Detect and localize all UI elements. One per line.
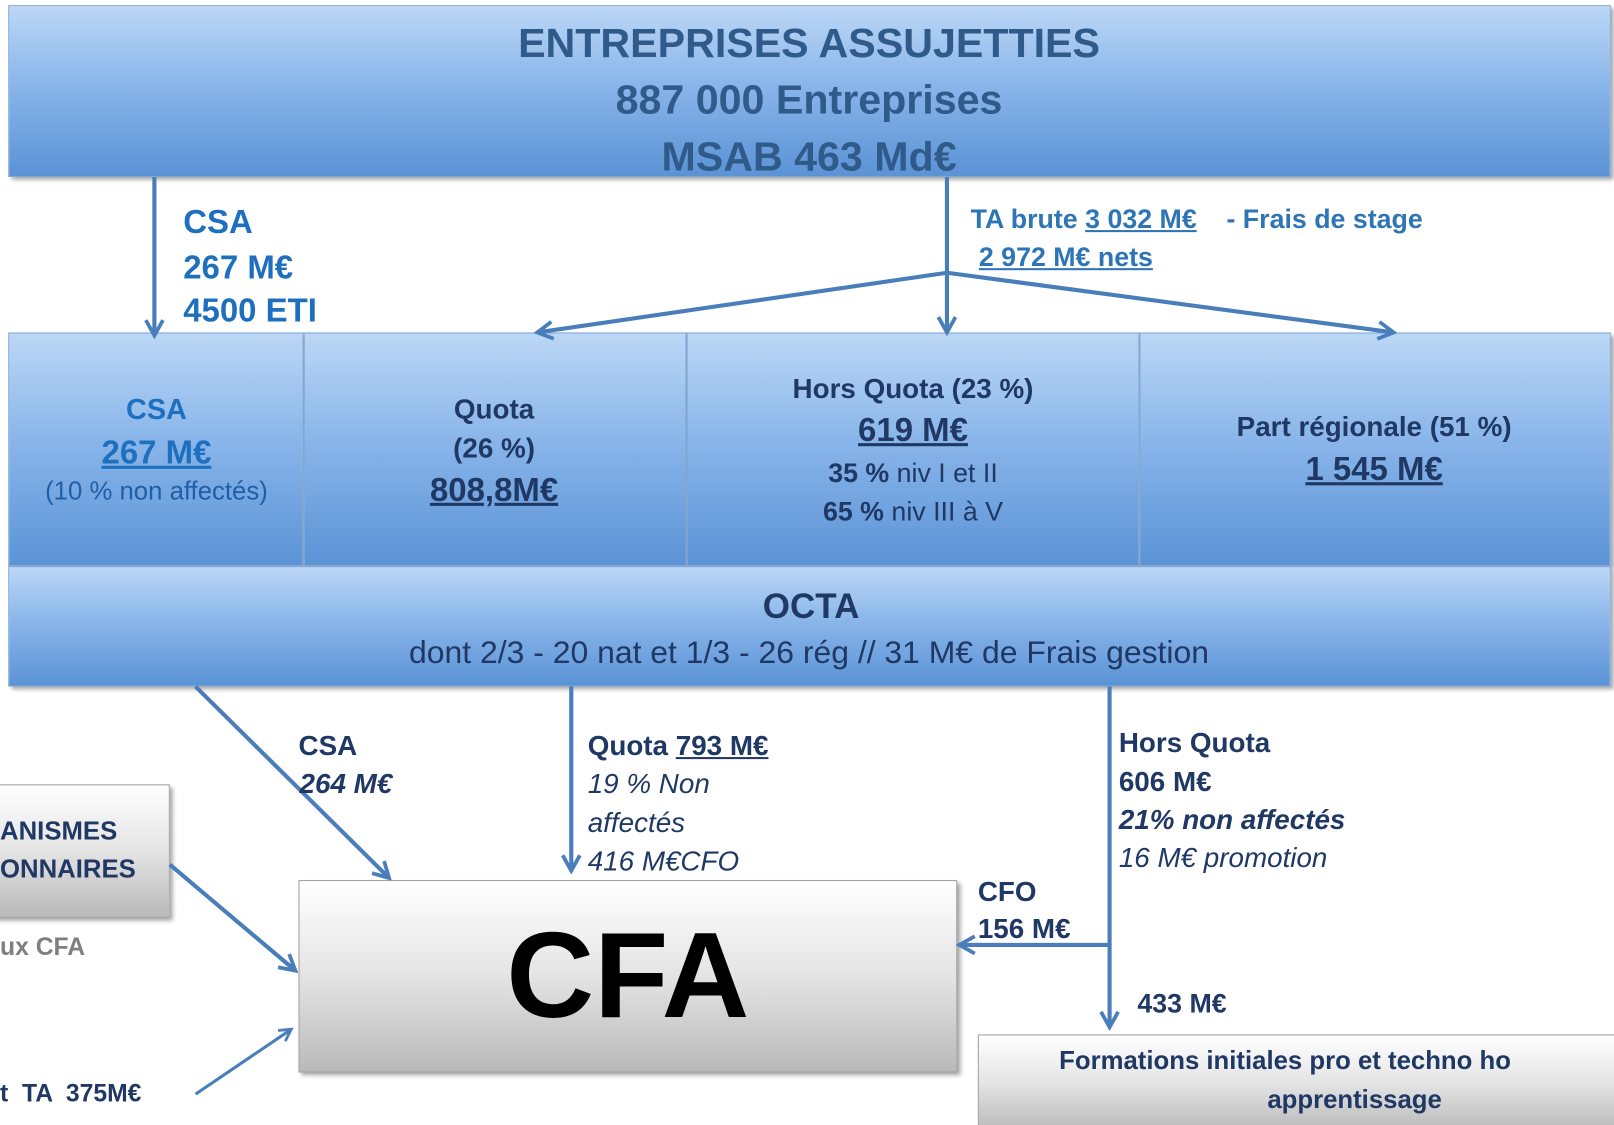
bottom-box: Formations initiales pro et techno ho ap…	[977, 1034, 1614, 1125]
flow-amount: 793 M€	[675, 730, 769, 762]
box-line: 35 % niv I et II	[828, 458, 998, 490]
top-line: ENTREPRISES ASSUJETTIES	[518, 21, 1100, 67]
flow-note: 19 % Non	[587, 768, 710, 800]
arrow	[537, 270, 948, 333]
flow-amount: 156 M€	[977, 913, 1071, 945]
flow-label: CFO	[977, 876, 1037, 908]
arrow	[946, 270, 1394, 333]
hors-quota-box	[686, 332, 1140, 567]
side-line: ANISMES	[0, 816, 118, 846]
box-line-bold: 35 %	[828, 457, 890, 489]
box-amount: 1 545 M€	[1305, 450, 1443, 488]
box-title: Part régionale (51 %)	[1236, 411, 1512, 443]
flow-label: 4500 ETI	[183, 291, 317, 329]
quota-box	[303, 332, 687, 567]
flow-amount: 433 M€	[1137, 987, 1227, 1019]
arrow	[168, 863, 296, 971]
octa-detail: dont 2/3 - 20 nat et 1/3 - 26 rég // 31 …	[409, 634, 1210, 671]
side-line: ONNAIRES	[0, 854, 136, 884]
box-pct: (26 %)	[453, 432, 535, 464]
box-note: (10 % non affectés)	[45, 477, 268, 506]
box-line: 65 % niv III à V	[823, 496, 1003, 528]
flow-label: CSA	[298, 730, 358, 762]
box-line-text: niv III à V	[891, 495, 1003, 527]
box-line-bold: 65 %	[822, 495, 884, 527]
flow-note: affectés	[587, 807, 686, 839]
octa-box	[8, 566, 1611, 687]
top-line: 887 000 Entreprises	[615, 77, 1003, 124]
csa-box	[8, 332, 304, 567]
box-line-text: niv I et II	[896, 457, 998, 489]
arrow	[194, 685, 390, 878]
box-title: Quota	[453, 393, 535, 425]
flow-label: CSA	[183, 203, 253, 241]
ta-brute: 3 032 M€	[1085, 203, 1197, 235]
side-note: ux CFA	[0, 933, 86, 962]
cfa-label: CFA	[506, 907, 750, 1044]
ta-label: TA brute	[970, 203, 1078, 235]
box-amount: 267 M€	[101, 433, 212, 471]
flow-amount: 264 M€	[299, 768, 393, 800]
flow-note: 16 M€ promotion	[1118, 842, 1328, 874]
flow-note: 416 M€CFO	[587, 845, 740, 877]
flow-label-text: Quota	[587, 730, 669, 762]
arrow	[194, 1029, 292, 1096]
side-box	[0, 784, 170, 919]
ta-net: 2 972 M€ nets	[978, 241, 1153, 273]
side-ta: t TA 375M€	[0, 1079, 142, 1108]
flow-label: 267 M€	[183, 248, 294, 286]
flow-note: 21% non affectés	[1118, 804, 1346, 836]
regional-box	[1139, 332, 1611, 567]
octa-title: OCTA	[762, 587, 860, 627]
top-box	[8, 5, 1611, 178]
top-line: MSAB 463 Md€	[661, 134, 957, 180]
flow-label: Hors Quota	[1118, 727, 1271, 759]
bottom-line: apprentissage	[1267, 1085, 1442, 1115]
ta-sep: - Frais de stage	[1226, 203, 1423, 235]
box-amount: 808,8M€	[429, 470, 559, 508]
flow-amount: 606 M€	[1118, 766, 1212, 798]
box-title: Hors Quota (23 %)	[792, 373, 1034, 405]
box-amount: 619 M€	[858, 411, 968, 449]
flow-label: Quota 793 M€	[588, 730, 769, 762]
ta-line: TA brute 3 032 M€ - Frais de stage	[971, 203, 1423, 235]
bottom-line: Formations initiales pro et techno ho	[1059, 1046, 1511, 1076]
box-title: CSA	[126, 393, 187, 426]
cfa-box	[298, 880, 958, 1073]
